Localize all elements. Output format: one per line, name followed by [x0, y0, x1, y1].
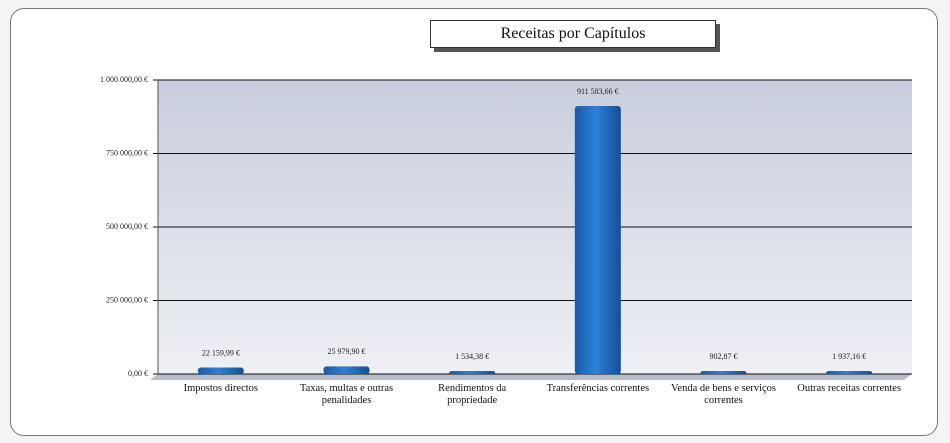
y-tick-label: 500 000,00 €	[106, 222, 148, 231]
x-tick-label: Impostos directos	[183, 383, 259, 394]
bar	[323, 366, 370, 374]
data-label: 22 159,99 €	[202, 348, 240, 357]
plot-floor	[150, 374, 912, 380]
bar	[700, 371, 747, 374]
data-label: 1 937,16 €	[832, 352, 866, 361]
bar	[574, 105, 621, 374]
chart-title: Receitas por Capítulos	[430, 20, 716, 48]
data-label: 25 979,90 €	[328, 347, 366, 356]
bar	[197, 367, 244, 374]
y-tick-label: 1 000 000,00 €	[100, 75, 148, 84]
data-label: 911 583,66 €	[577, 87, 619, 96]
y-tick-label: 0,00 €	[128, 369, 148, 378]
x-tick-label: Transferências correntes	[546, 383, 650, 394]
x-tick-label: Outras receitas correntes	[797, 383, 902, 394]
x-tick-label: Venda de bens e serviços correntes	[671, 383, 776, 406]
bar	[449, 371, 496, 374]
x-tick-label: Rendimentos da propriedade	[438, 383, 507, 406]
y-tick-label: 250 000,00 €	[106, 295, 148, 304]
y-tick-label: 750 000,00 €	[106, 148, 148, 157]
data-label: 1 534,38 €	[455, 352, 489, 361]
x-tick-label: Taxas, multas e outras penalidades	[299, 383, 394, 406]
bar	[826, 371, 873, 374]
data-label: 902,87 €	[710, 352, 738, 361]
